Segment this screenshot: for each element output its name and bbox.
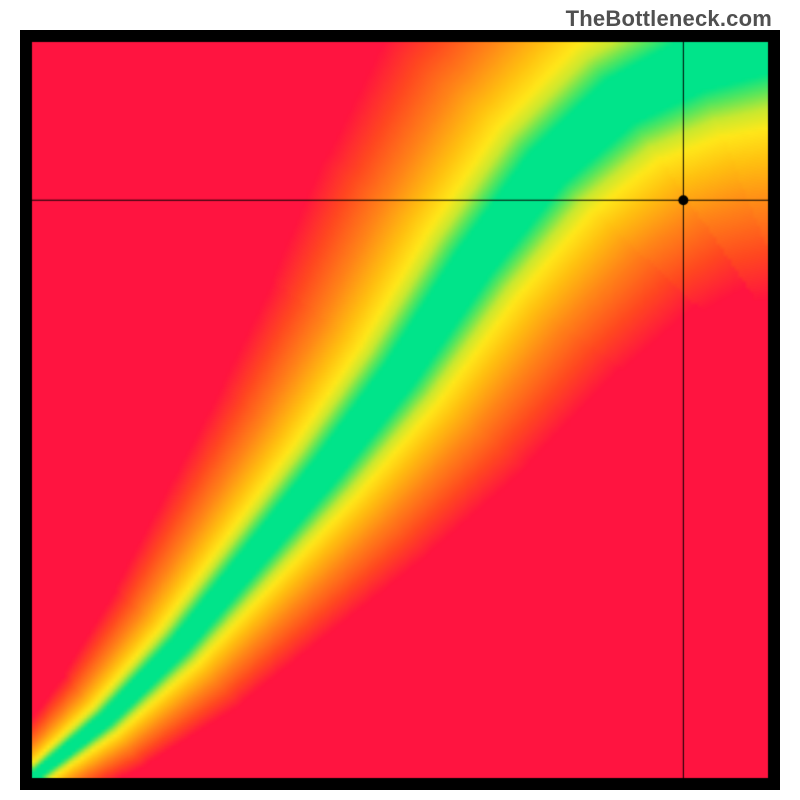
chart-container: TheBottleneck.com — [0, 0, 800, 800]
plot-area — [20, 30, 780, 790]
watermark-text: TheBottleneck.com — [566, 6, 772, 32]
heatmap-canvas — [20, 30, 780, 790]
